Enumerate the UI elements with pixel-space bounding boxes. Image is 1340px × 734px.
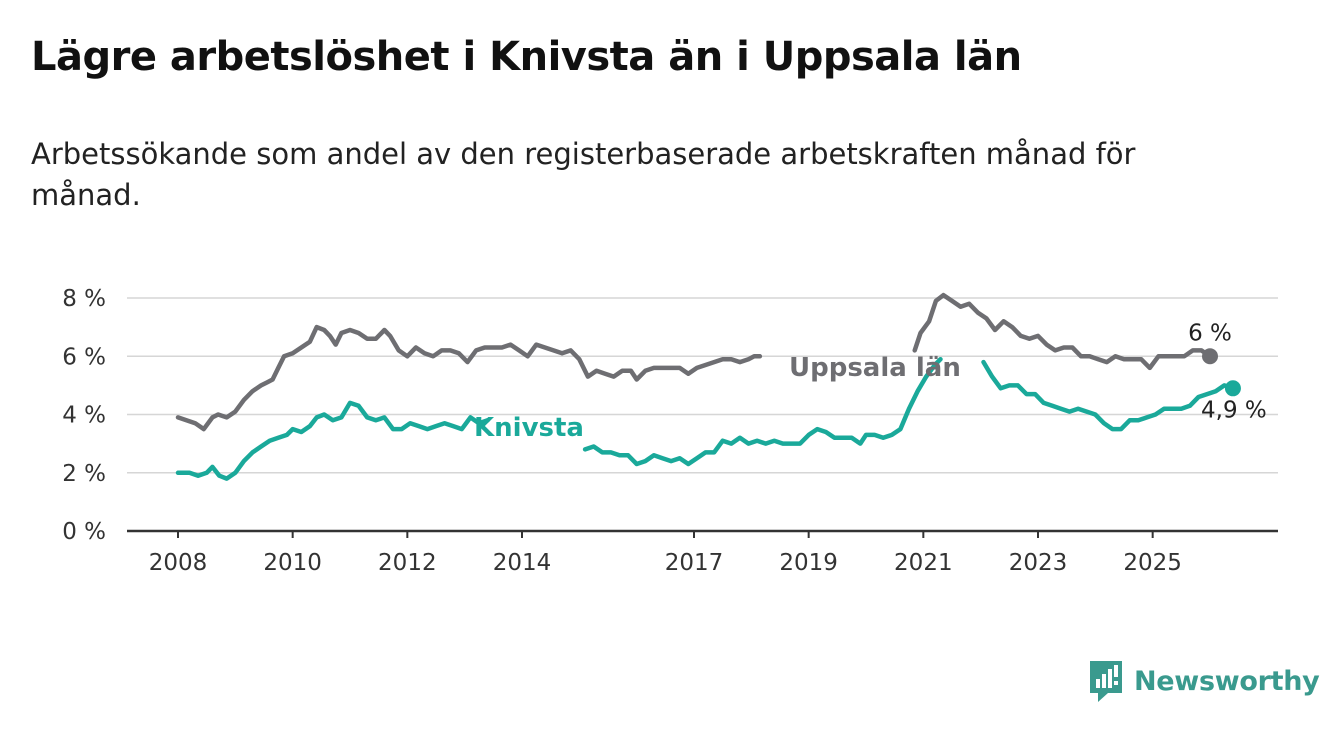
end-label-uppsala: 6 % — [1188, 320, 1232, 346]
brand-logo: Newsworthy — [1088, 659, 1320, 703]
chart-title: Lägre arbetslöshet i Knivsta än i Uppsal… — [31, 34, 1022, 80]
series-label-uppsala: Uppsala län — [789, 353, 961, 383]
x-tick-label: 2008 — [149, 550, 208, 576]
end-label-knivsta: 4,9 % — [1201, 397, 1267, 423]
uppsala-line — [912, 292, 1213, 371]
knivsta-line — [175, 400, 490, 481]
y-tick-label: 2 % — [62, 461, 106, 487]
newsworthy-logo-icon — [1090, 661, 1122, 702]
uppsala-end-point — [1202, 348, 1218, 365]
y-tick-label: 6 % — [62, 344, 106, 370]
x-tick-label: 2023 — [1009, 550, 1068, 576]
knivsta-end-point — [1224, 380, 1241, 397]
x-tick-label: 2025 — [1123, 550, 1182, 576]
y-tick-label: 4 % — [62, 403, 106, 429]
x-tick-label: 2019 — [779, 550, 838, 576]
uppsala-line — [175, 324, 763, 432]
brand-name: Newsworthy — [1134, 665, 1320, 697]
chart-subtitle: Arbetssökande som andel av den registerb… — [31, 137, 1136, 212]
y-tick-label: 8 % — [62, 286, 106, 312]
x-tick-label: 2014 — [493, 550, 552, 576]
knivsta-line — [582, 356, 943, 467]
x-tick-label: 2017 — [665, 550, 724, 576]
x-tick-label: 2021 — [894, 550, 953, 576]
x-tick-label: 2010 — [263, 550, 322, 576]
knivsta-line — [981, 359, 1236, 432]
y-tick-label: 0 % — [62, 519, 106, 545]
series-label-knivsta: Knivsta — [474, 413, 584, 443]
x-tick-label: 2012 — [378, 550, 437, 576]
